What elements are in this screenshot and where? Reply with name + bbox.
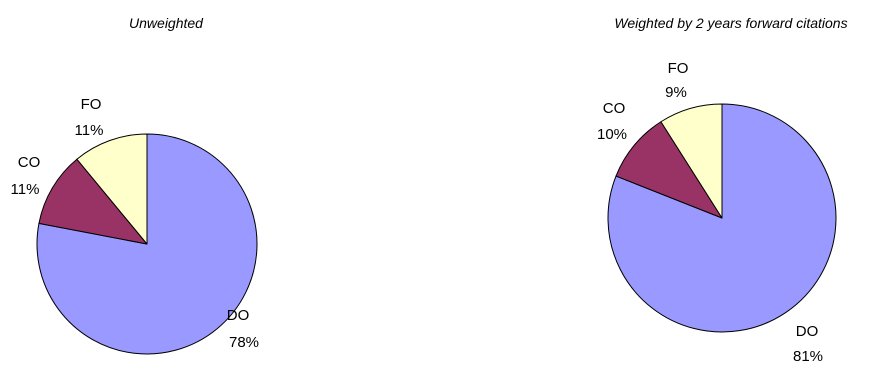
pie-slice-co: [38, 158, 148, 245]
slice-value-fo: 11%: [75, 122, 104, 139]
slice-label-fo: FO: [81, 96, 102, 113]
slice-label-co: CO: [18, 154, 41, 171]
slice-label-co: CO: [603, 100, 626, 117]
chart-title: Unweighted: [129, 15, 204, 31]
slice-label-do: DO: [227, 307, 250, 324]
pie-slice-co: [615, 121, 723, 219]
slice-value-fo: 9%: [665, 84, 687, 101]
slice-value-do: 81%: [793, 348, 823, 365]
slice-value-do: 78%: [229, 334, 259, 351]
slice-value-co: 10%: [597, 126, 627, 143]
slice-value-co: 11%: [11, 181, 40, 198]
pie-chart-unweighted: Unweighted DO 78% CO 11% FO 11%: [11, 15, 259, 355]
pie-slice-fo: [660, 103, 723, 219]
slice-label-fo: FO: [668, 60, 689, 77]
pie-chart-weighted: Weighted by 2 years forward citations DO…: [597, 15, 848, 365]
pie-slice-do: [607, 103, 837, 333]
chart-title: Weighted by 2 years forward citations: [614, 15, 847, 31]
slice-label-do: DO: [796, 323, 819, 340]
pie-slice-fo: [76, 133, 148, 245]
